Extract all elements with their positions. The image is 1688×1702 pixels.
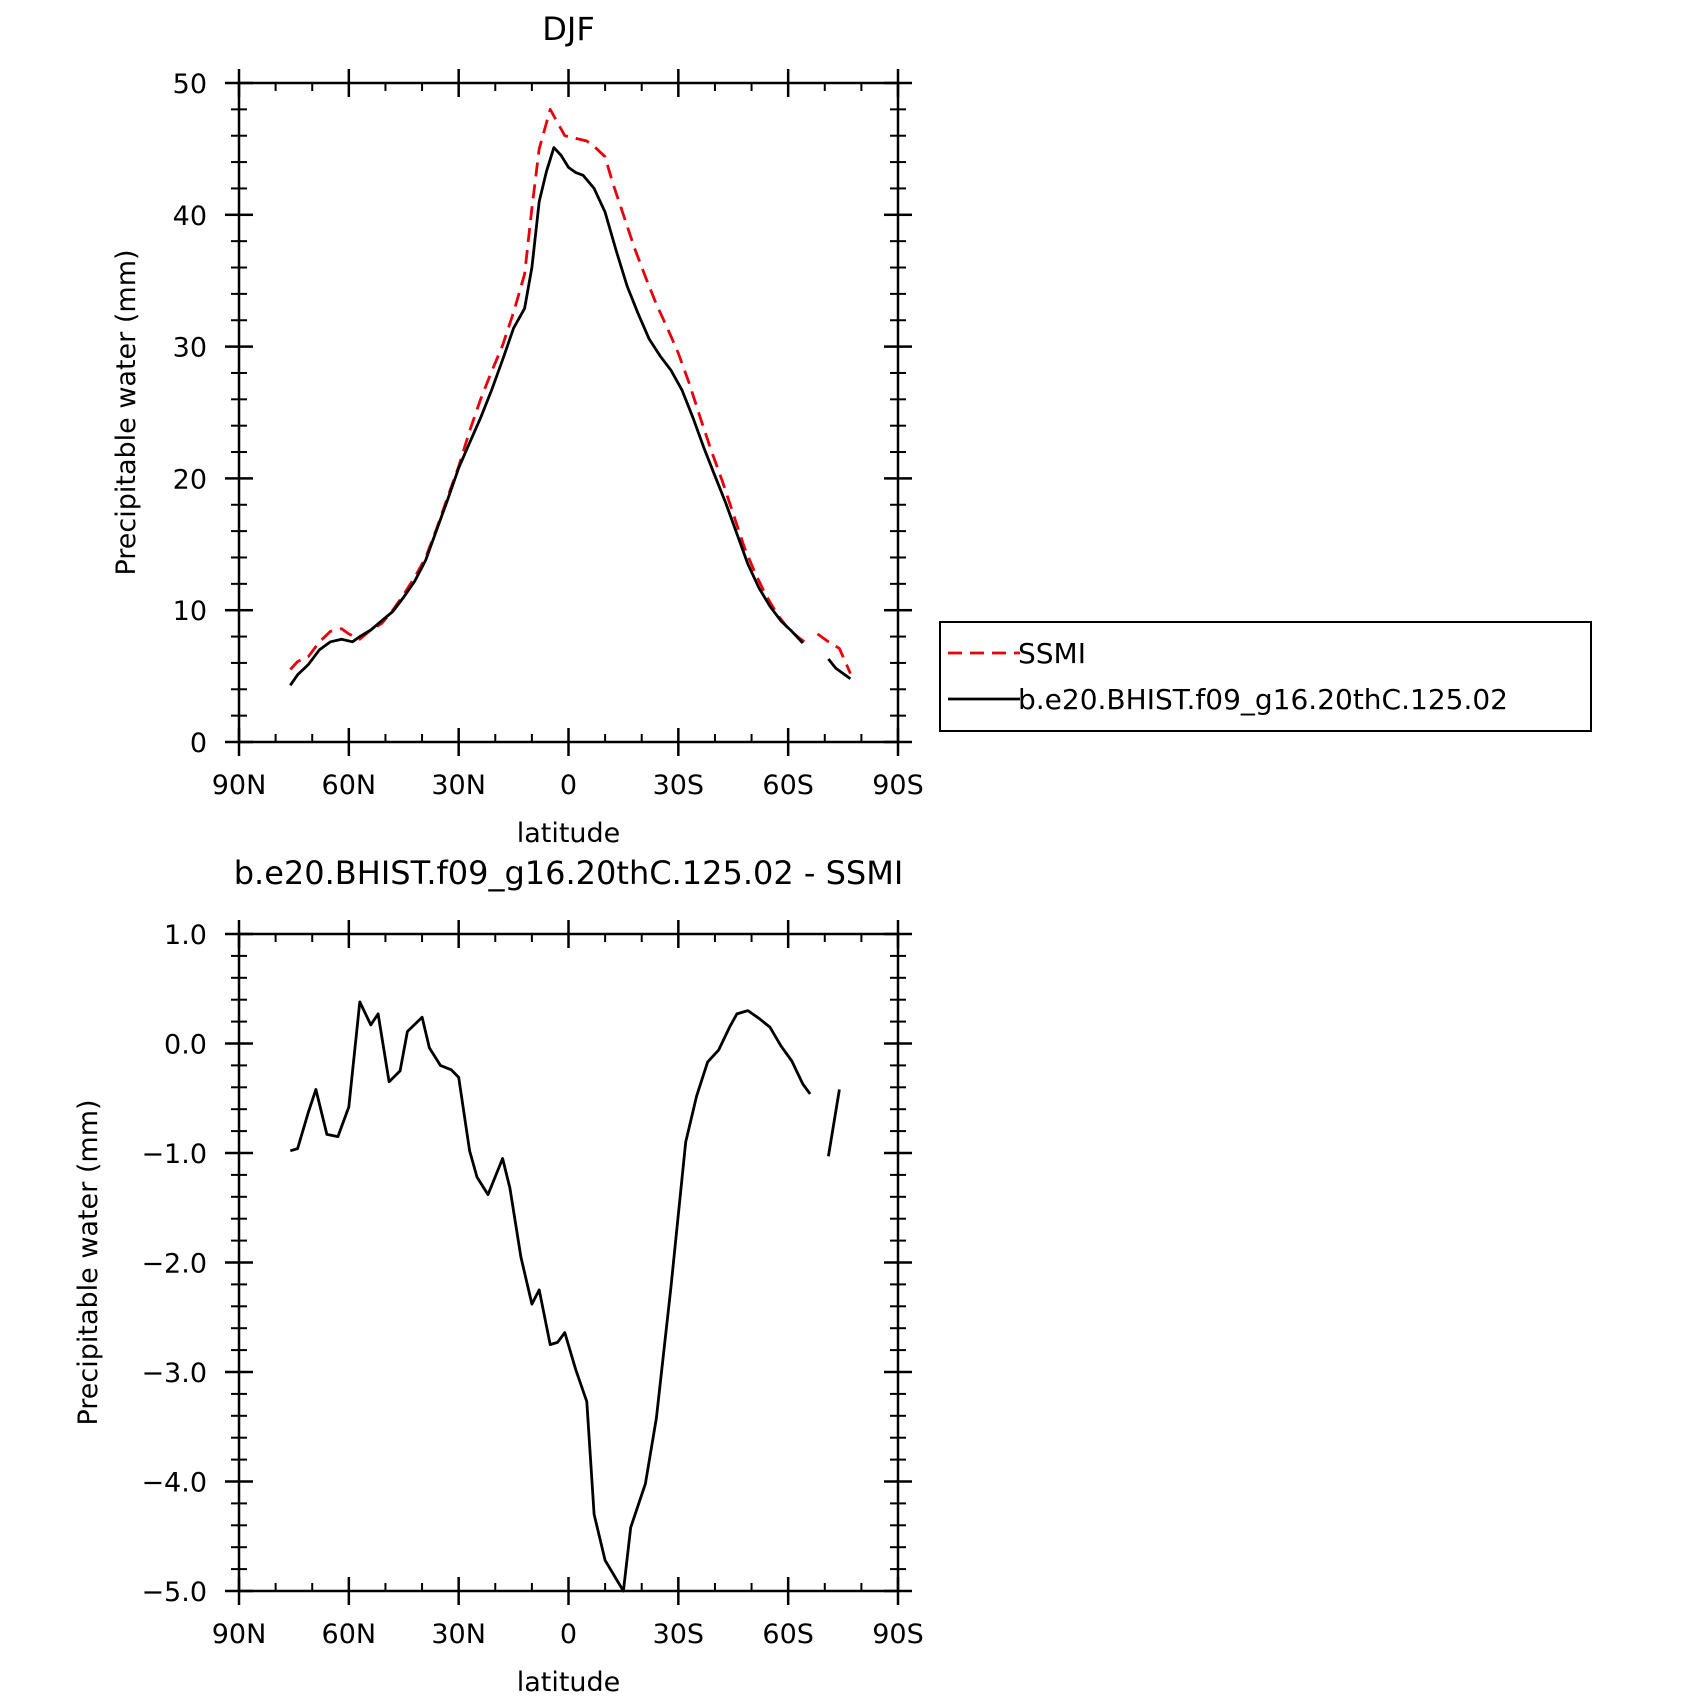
x-tick-label: 30N: [431, 1619, 486, 1650]
x-tick-label: 30S: [653, 1619, 705, 1650]
x-tick-label: 0: [560, 1619, 577, 1650]
y-tick-label: 10: [173, 596, 207, 627]
difference-chart: b.e20.BHIST.f09_g16.20thC.125.02 - SSMI 9…: [73, 854, 924, 1698]
plot-frame: [237, 932, 900, 1593]
y-tick-label: 20: [173, 464, 207, 495]
x-tick-label: 60N: [322, 770, 377, 801]
series-line-1: [289, 146, 804, 687]
series-line-1: [827, 658, 852, 680]
y-tick-label: 30: [173, 333, 207, 364]
x-axis-title: latitude: [517, 818, 621, 849]
x-tick-label: 0: [560, 770, 577, 801]
plot-frame: [237, 81, 900, 744]
x-tick-label: 60S: [762, 1619, 814, 1650]
x-tick-label: 30N: [431, 770, 486, 801]
y-tick-label: −5.0: [141, 1577, 207, 1608]
x-tick-label: 30S: [653, 770, 705, 801]
chart-title: b.e20.BHIST.f09_g16.20thC.125.02 - SSMI: [234, 854, 904, 892]
y-tick-label: −2.0: [141, 1249, 207, 1280]
legend: SSMI b.e20.BHIST.f09_g16.20thC.125.02: [939, 621, 1592, 732]
x-tick-label: 60S: [762, 770, 814, 801]
y-tick-label: 0: [190, 728, 207, 759]
legend-box: [939, 621, 1592, 732]
y-tick-label: −1.0: [141, 1139, 207, 1170]
y-tick-label: 40: [173, 201, 207, 232]
chart-title: DJF: [542, 10, 594, 48]
djf-chart: DJF 90N 60N 30N 0 30S 60S 90S latitude 0 10 20 30 40 5…: [111, 10, 924, 849]
legend-label: SSMI: [1018, 637, 1086, 670]
legend-label: b.e20.BHIST.f09_g16.20thC.125.02: [1018, 683, 1508, 716]
y-axis-title: Precipitable water (mm): [73, 1099, 104, 1425]
y-tick-label: 50: [173, 69, 207, 100]
x-tick-label: 60N: [322, 1619, 377, 1650]
x-tick-label: 90S: [872, 770, 924, 801]
y-tick-label: −3.0: [141, 1358, 207, 1389]
x-tick-label: 90N: [212, 1619, 267, 1650]
y-tick-label: 0.0: [164, 1030, 207, 1061]
x-tick-label: 90S: [872, 1619, 924, 1650]
series-line-0: [289, 1000, 812, 1593]
series-line-0: [816, 632, 852, 675]
x-tick-label: 90N: [212, 770, 267, 801]
series-line-0: [827, 1089, 841, 1157]
y-tick-label: −4.0: [141, 1468, 207, 1499]
y-tick-label: 1.0: [164, 920, 207, 951]
series-line-0: [289, 108, 811, 671]
x-axis-title: latitude: [517, 1667, 621, 1698]
y-axis-title: Precipitable water (mm): [111, 249, 142, 575]
